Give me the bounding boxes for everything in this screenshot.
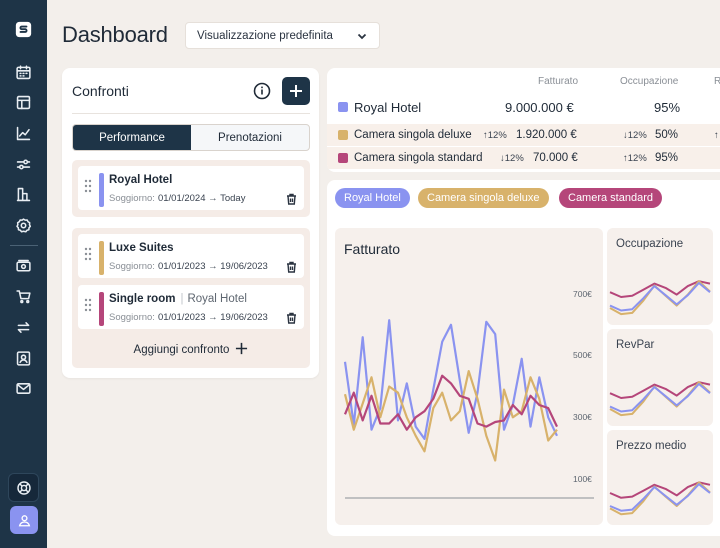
divider: [72, 113, 310, 114]
info-icon[interactable]: [253, 82, 271, 100]
comparison-name: Luxe Suites: [109, 242, 174, 254]
trash-icon[interactable]: [286, 311, 297, 324]
tab-performance[interactable]: Performance: [73, 125, 191, 150]
sliders-icon[interactable]: [13, 154, 33, 174]
comparison-stay: Soggiorno: 01/01/2024 → Today: [109, 193, 246, 204]
sidebar-divider: [10, 245, 38, 246]
mini-chart-title: Prezzo medio: [616, 440, 687, 452]
comparison-group: Royal Hotel Soggiorno: 01/01/2024 → Today: [72, 160, 310, 217]
comparison-stay: Soggiorno: 01/01/2023 → 19/06/2023: [109, 312, 268, 323]
mini-series-line: [609, 383, 711, 413]
mini-plot: [609, 381, 711, 417]
y-tick-label: 300€: [573, 412, 592, 422]
plus-icon: [236, 342, 248, 355]
legend-chip-deluxe[interactable]: Camera singola deluxe: [418, 188, 549, 208]
legend-chip-standard[interactable]: Camera standard: [559, 188, 662, 208]
mini-series-line: [609, 280, 711, 298]
drag-handle-icon[interactable]: [84, 179, 92, 193]
comparison-tabs: Performance Prenotazioni: [72, 124, 310, 151]
page-title: Dashboard: [62, 22, 168, 47]
help-icon[interactable]: [8, 473, 39, 502]
trash-icon[interactable]: [286, 260, 297, 273]
mini-series-line: [609, 481, 711, 499]
comparison-group: Luxe Suites Soggiorno: 01/01/2023 → 19/06…: [72, 228, 310, 368]
column-header: R: [714, 76, 720, 87]
mini-plot: [609, 280, 711, 316]
view-select[interactable]: Visualizzazione predefinita: [185, 22, 380, 49]
calendar-icon[interactable]: [13, 62, 33, 82]
legend-chip-royal-hotel[interactable]: Royal Hotel: [335, 188, 410, 208]
comparison-name: Single room | Royal Hotel: [109, 293, 247, 305]
series-line-0: [343, 319, 558, 440]
plus-icon: [290, 85, 302, 97]
revenue-chart: Fatturato 700€ 500€ 300€ 100€: [335, 228, 603, 525]
y-tick-label: 700€: [573, 289, 592, 299]
table-row[interactable]: Camera singola deluxe ↑12% 1.920.000 € ↓…: [327, 124, 720, 146]
add-comparison-link[interactable]: Aggiungi confronto: [72, 342, 310, 356]
mini-series-line: [609, 381, 711, 399]
logo-icon[interactable]: [13, 19, 33, 39]
comparison-color-bar: [99, 173, 104, 207]
comparison-item[interactable]: Royal Hotel Soggiorno: 01/01/2024 → Today: [78, 166, 304, 210]
comparison-color-bar: [99, 241, 104, 275]
comparison-color-bar: [99, 292, 104, 326]
comparisons-title: Confronti: [72, 83, 129, 99]
trash-icon[interactable]: [286, 192, 297, 205]
mini-chart-title: Occupazione: [616, 238, 684, 250]
exchange-icon[interactable]: [13, 317, 33, 337]
drag-handle-icon[interactable]: [84, 298, 92, 312]
table-row[interactable]: Royal Hotel 9.000.000 € 95%: [327, 96, 720, 118]
sidebar: [0, 0, 47, 548]
comparison-item[interactable]: Single room | Royal Hotel Soggiorno: 01/01/…: [78, 285, 304, 329]
mini-chart-prezzo-medio[interactable]: Prezzo medio: [607, 430, 713, 525]
mini-series-line: [609, 282, 711, 312]
color-swatch: [338, 153, 348, 163]
add-comparison-button[interactable]: [282, 77, 310, 105]
table-row[interactable]: Camera singola standard ↓12% 70.000 € ↑1…: [327, 147, 720, 169]
mini-chart-revpar[interactable]: RevPar: [607, 329, 713, 426]
column-header: Fatturato: [538, 76, 579, 87]
user-icon[interactable]: [10, 506, 38, 534]
mini-chart-occupazione[interactable]: Occupazione: [607, 228, 713, 325]
y-tick-label: 100€: [573, 474, 592, 484]
column-header: Occupazione: [620, 76, 679, 87]
building-chart-icon[interactable]: [13, 184, 33, 204]
mini-series-line: [609, 483, 711, 512]
drag-handle-icon[interactable]: [84, 247, 92, 261]
color-swatch: [338, 102, 348, 112]
view-select-value: Visualizzazione predefinita: [197, 29, 333, 42]
mini-plot: [609, 481, 711, 516]
contact-icon[interactable]: [13, 348, 33, 368]
chevron-down-icon: [356, 30, 368, 42]
layout-icon[interactable]: [13, 92, 33, 112]
charts-panel: Royal Hotel Camera singola deluxe Camera…: [327, 180, 720, 536]
color-swatch: [338, 130, 348, 140]
metrics-table: Fatturato Occupazione R Royal Hotel 9.00…: [327, 68, 720, 172]
tab-prenotazioni[interactable]: Prenotazioni: [218, 131, 282, 144]
series-line-1: [343, 370, 558, 462]
line-chart-icon[interactable]: [13, 123, 33, 143]
cart-icon[interactable]: [13, 286, 33, 306]
y-tick-label: 500€: [573, 350, 592, 360]
mini-chart-title: RevPar: [616, 339, 655, 351]
comparisons-panel: Confronti Performance Prenotazioni Royal…: [62, 68, 319, 378]
settings-icon[interactable]: [13, 215, 33, 235]
comparison-stay: Soggiorno: 01/01/2023 → 19/06/2023: [109, 261, 268, 272]
mail-icon[interactable]: [13, 378, 33, 398]
comparison-name: Royal Hotel: [109, 174, 173, 186]
revenue-plot: [343, 319, 594, 499]
payments-icon[interactable]: [13, 256, 33, 276]
chart-title: Fatturato: [344, 241, 401, 257]
comparison-item[interactable]: Luxe Suites Soggiorno: 01/01/2023 → 19/06…: [78, 234, 304, 278]
series-line-2: [343, 374, 558, 431]
